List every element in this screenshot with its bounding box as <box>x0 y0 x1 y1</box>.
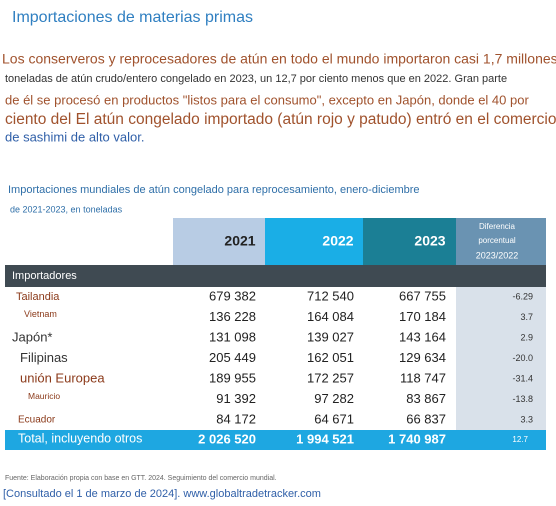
total-cell: 1 994 521 <box>296 431 354 446</box>
cell: 679 382 <box>209 288 256 303</box>
cell: 667 755 <box>399 288 446 303</box>
cell: 712 540 <box>307 288 354 303</box>
row-label: Japón* <box>12 329 52 344</box>
caption: de 2021-2023, en toneladas <box>10 204 123 214</box>
diff-cell: 3.7 <box>520 312 533 322</box>
row-label: Vietnam <box>24 309 57 319</box>
cell: 143 164 <box>399 329 446 344</box>
cell: 172 257 <box>307 370 354 385</box>
cell: 162 051 <box>307 350 354 365</box>
diff-header: porcentual <box>478 236 516 245</box>
diff-cell: -31.4 <box>512 373 533 383</box>
row-label: Filipinas <box>20 350 68 365</box>
row-label: Mauricio <box>28 391 60 401</box>
col-2023-header <box>363 218 456 265</box>
column-header: 2021 <box>224 233 255 249</box>
cell: 118 747 <box>400 370 446 385</box>
cell: 136 228 <box>209 309 256 324</box>
cell: 131 098 <box>209 329 256 344</box>
total-cell: 2 026 520 <box>198 431 256 446</box>
diff-cell: 3.3 <box>520 414 533 424</box>
cell: 170 184 <box>399 309 446 324</box>
cell: 205 449 <box>209 350 256 365</box>
diff-cell: -20.0 <box>512 353 533 363</box>
cell: 97 282 <box>314 391 354 406</box>
col-2022-header <box>265 218 363 265</box>
diff-cell: -13.8 <box>512 394 533 404</box>
section-label: Importadores <box>12 270 77 282</box>
source-link: [Consultado el 1 de marzo de 2024]. www.… <box>3 488 321 500</box>
col-2021-header <box>173 218 265 265</box>
row-label: unión Europea <box>20 370 105 385</box>
section-row <box>5 265 546 287</box>
diff-header: Diferencia <box>479 222 516 231</box>
cell: 129 634 <box>399 350 446 365</box>
cell: 64 671 <box>314 411 354 426</box>
cell: 84 172 <box>216 411 256 426</box>
paragraph-line: Los conserveros y reprocesadores de atún… <box>2 51 556 67</box>
column-header: 2023 <box>414 233 445 249</box>
column-header: 2022 <box>322 233 353 249</box>
row-label: Tailandia <box>16 291 60 303</box>
diff-header <box>456 218 546 265</box>
total-row <box>5 430 546 450</box>
diff-cell: -6.29 <box>512 291 533 301</box>
paragraph-line: de sashimi de alto valor. <box>5 129 144 144</box>
diff-column <box>456 287 546 430</box>
cell: 139 027 <box>307 329 354 344</box>
diff-header: 2023/2022 <box>476 250 519 260</box>
diff-cell: 2.9 <box>520 332 533 342</box>
row-label: Ecuador <box>18 415 56 426</box>
cell: 164 084 <box>307 309 354 324</box>
cell: 66 837 <box>406 411 446 426</box>
cell: 83 867 <box>406 391 446 406</box>
paragraph-line: de él se procesó en productos "listos pa… <box>5 92 529 107</box>
cell: 189 955 <box>209 370 256 385</box>
cell: 91 392 <box>216 391 256 406</box>
source: Fuente: Elaboración propia con base en G… <box>5 475 277 482</box>
total-cell: 1 740 987 <box>388 431 446 446</box>
paragraph-line: toneladas de atún crudo/entero congelado… <box>5 73 507 85</box>
total-diff: 12.7 <box>512 435 528 444</box>
paragraph-line: ciento del El atún congelado importado (… <box>5 111 556 128</box>
title: Importaciones de materias primas <box>12 9 253 26</box>
total-label: Total, incluyendo otros <box>18 431 142 445</box>
caption: Importaciones mundiales de atún congelad… <box>8 184 420 196</box>
